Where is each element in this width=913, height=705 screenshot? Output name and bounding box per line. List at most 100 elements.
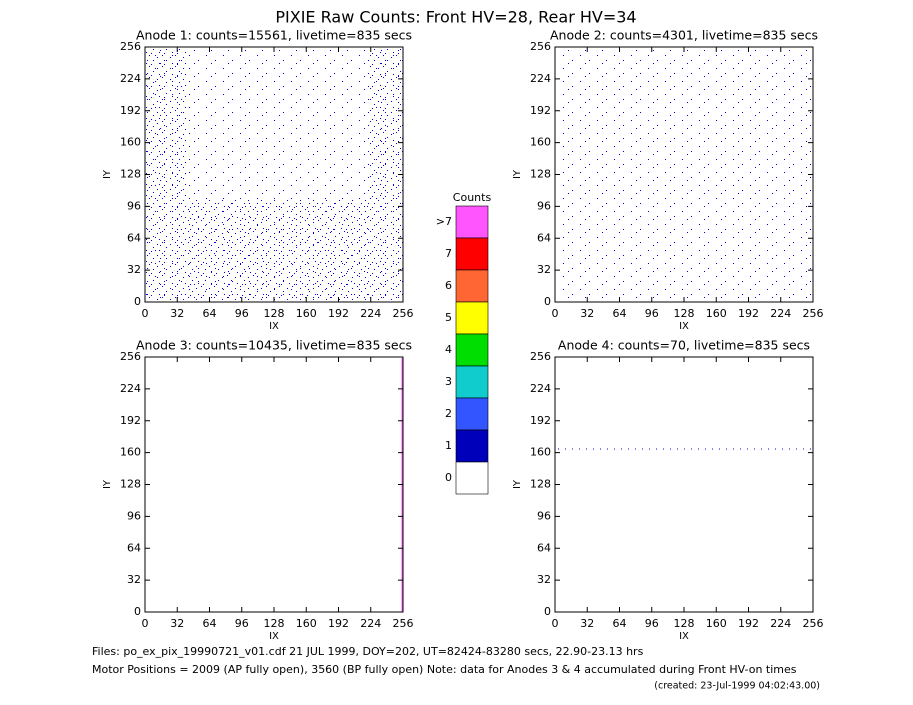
x-tick-label: 256 bbox=[803, 307, 824, 320]
y-tick-label: 224 bbox=[530, 72, 551, 85]
y-tick-label: 224 bbox=[120, 382, 141, 395]
colorbar-label: >7 bbox=[436, 215, 452, 228]
y-tick-label: 0 bbox=[134, 295, 141, 308]
x-tick-label: 192 bbox=[328, 307, 349, 320]
y-tick-label: 96 bbox=[537, 509, 551, 522]
x-tick-label: 128 bbox=[264, 617, 285, 630]
y-axis-label: IY bbox=[102, 479, 113, 489]
colorbar-label: 5 bbox=[445, 311, 452, 324]
x-tick-label: 32 bbox=[170, 617, 184, 630]
y-tick-label: 128 bbox=[120, 168, 141, 181]
x-tick-label: 0 bbox=[552, 617, 559, 630]
y-tick-label: 256 bbox=[120, 40, 141, 53]
footer-line: (created: 23-Jul-1999 04:02:43.00) bbox=[654, 681, 820, 692]
x-tick-label: 96 bbox=[235, 617, 249, 630]
x-tick-label: 96 bbox=[645, 307, 659, 320]
colorbar-label: 3 bbox=[445, 375, 452, 388]
footer-line: Files: po_ex_pix_19990721_v01.cdf 21 JUL… bbox=[92, 645, 644, 658]
x-tick-label: 32 bbox=[580, 307, 594, 320]
y-tick-label: 0 bbox=[544, 605, 551, 618]
x-tick-label: 224 bbox=[770, 617, 791, 630]
x-tick-label: 128 bbox=[674, 307, 695, 320]
x-tick-label: 128 bbox=[264, 307, 285, 320]
colorbar-swatch bbox=[455, 205, 489, 239]
colorbar-label: 7 bbox=[445, 247, 452, 260]
y-tick-label: 128 bbox=[530, 168, 551, 181]
x-tick-label: 192 bbox=[328, 617, 349, 630]
colorbar-label: 4 bbox=[445, 343, 452, 356]
x-tick-label: 32 bbox=[580, 617, 594, 630]
figure-title: PIXIE Raw Counts: Front HV=28, Rear HV=3… bbox=[275, 8, 636, 27]
colorbar: Counts>7 7 6 5 4 3 2 1 0 bbox=[436, 191, 492, 495]
x-tick-label: 0 bbox=[142, 307, 149, 320]
x-tick-label: 128 bbox=[674, 617, 695, 630]
y-tick-label: 160 bbox=[120, 136, 141, 149]
y-tick-label: 192 bbox=[120, 104, 141, 117]
x-tick-label: 192 bbox=[738, 307, 759, 320]
x-tick-label: 64 bbox=[613, 617, 627, 630]
colorbar-title: Counts bbox=[453, 191, 492, 204]
x-tick-label: 160 bbox=[706, 617, 727, 630]
colorbar-label: 2 bbox=[445, 407, 452, 420]
x-tick-label: 160 bbox=[296, 307, 317, 320]
y-tick-label: 128 bbox=[530, 478, 551, 491]
colorbar-swatch bbox=[455, 397, 489, 431]
x-tick-label: 32 bbox=[170, 307, 184, 320]
y-tick-label: 192 bbox=[530, 414, 551, 427]
panel-title: Anode 3: counts=10435, livetime=835 secs bbox=[136, 338, 412, 353]
y-tick-label: 256 bbox=[530, 350, 551, 363]
x-tick-label: 192 bbox=[738, 617, 759, 630]
y-tick-label: 224 bbox=[530, 382, 551, 395]
y-tick-label: 224 bbox=[120, 72, 141, 85]
y-tick-label: 64 bbox=[127, 541, 141, 554]
panel-title: Anode 4: counts=70, livetime=835 secs bbox=[558, 338, 810, 353]
x-axis-label: IX bbox=[679, 321, 689, 332]
y-tick-label: 160 bbox=[120, 446, 141, 459]
x-tick-label: 64 bbox=[613, 307, 627, 320]
y-tick-label: 128 bbox=[120, 478, 141, 491]
x-tick-label: 160 bbox=[296, 617, 317, 630]
x-tick-label: 96 bbox=[645, 617, 659, 630]
y-tick-label: 0 bbox=[544, 295, 551, 308]
y-tick-label: 64 bbox=[537, 231, 551, 244]
y-axis-label: IY bbox=[102, 169, 113, 179]
panel-title: Anode 1: counts=15561, livetime=835 secs bbox=[136, 28, 412, 43]
x-tick-label: 64 bbox=[203, 307, 217, 320]
colorbar-swatch bbox=[455, 429, 489, 463]
x-tick-label: 256 bbox=[393, 617, 414, 630]
colorbar-swatch bbox=[455, 333, 489, 367]
y-axis-label: IY bbox=[512, 169, 523, 179]
y-tick-label: 192 bbox=[120, 414, 141, 427]
count-texture bbox=[556, 220, 656, 301]
colorbar-swatch bbox=[455, 301, 489, 335]
x-axis-label: IX bbox=[269, 631, 279, 642]
colorbar-swatch bbox=[455, 365, 489, 399]
y-tick-label: 256 bbox=[120, 350, 141, 363]
y-tick-label: 160 bbox=[530, 446, 551, 459]
colorbar-label: 0 bbox=[445, 471, 452, 484]
colorbar-swatch bbox=[455, 269, 489, 303]
y-tick-label: 32 bbox=[537, 573, 551, 586]
y-tick-label: 160 bbox=[530, 136, 551, 149]
colorbar-swatch bbox=[455, 461, 489, 495]
y-tick-label: 64 bbox=[537, 541, 551, 554]
count-texture bbox=[146, 200, 403, 301]
x-tick-label: 224 bbox=[360, 617, 381, 630]
y-tick-label: 256 bbox=[530, 40, 551, 53]
x-tick-label: 224 bbox=[770, 307, 791, 320]
y-tick-label: 0 bbox=[134, 605, 141, 618]
x-axis-label: IX bbox=[269, 321, 279, 332]
plot-frame bbox=[554, 356, 814, 613]
y-tick-label: 192 bbox=[530, 104, 551, 117]
y-tick-label: 32 bbox=[537, 263, 551, 276]
x-tick-label: 0 bbox=[552, 307, 559, 320]
y-tick-label: 96 bbox=[127, 199, 141, 212]
y-tick-label: 96 bbox=[127, 509, 141, 522]
plot-frame bbox=[144, 356, 404, 613]
colorbar-label: 1 bbox=[445, 439, 452, 452]
y-axis-label: IY bbox=[512, 479, 523, 489]
x-tick-label: 96 bbox=[235, 307, 249, 320]
y-tick-label: 64 bbox=[127, 231, 141, 244]
y-tick-label: 96 bbox=[537, 199, 551, 212]
